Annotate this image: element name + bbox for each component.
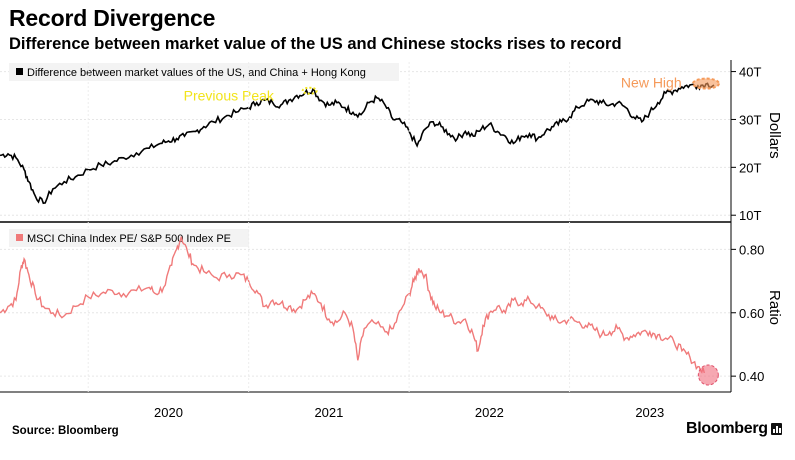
bottom-ytick-label: 0.40 bbox=[739, 369, 764, 384]
chart-title: Record Divergence bbox=[9, 5, 216, 31]
new-high-label: New High bbox=[621, 75, 682, 91]
top-ytick-label: 40T bbox=[739, 65, 761, 80]
bottom-legend-swatch bbox=[16, 234, 23, 241]
top-series-line bbox=[0, 82, 715, 205]
top-ylabel: Dollars bbox=[766, 112, 783, 159]
top-plot-area bbox=[0, 60, 730, 220]
top-ytick-label: 30T bbox=[739, 112, 761, 127]
top-ytick-label: 10T bbox=[739, 208, 761, 223]
bottom-legend-box bbox=[9, 229, 249, 247]
chart-subtitle: Difference between market value of the U… bbox=[9, 35, 622, 53]
top-panel: Difference between market values of the … bbox=[0, 60, 783, 223]
bloomberg-logo: Bloomberg bbox=[686, 420, 768, 437]
xtick-label: 2021 bbox=[314, 405, 343, 420]
source-note: Source: Bloomberg bbox=[12, 425, 119, 437]
xtick-label: 2020 bbox=[154, 405, 183, 420]
top-legend-box bbox=[9, 63, 399, 81]
new-high-marker bbox=[691, 77, 720, 90]
xtick-label: 2022 bbox=[475, 405, 504, 420]
bottom-series-line bbox=[0, 236, 705, 374]
bottom-ytick-label: 0.80 bbox=[739, 242, 764, 257]
bottom-ytick-label: 0.60 bbox=[739, 306, 764, 321]
xtick-label: 2023 bbox=[635, 405, 664, 420]
top-ytick-label: 20T bbox=[739, 160, 761, 175]
top-legend-label: Difference between market values of the … bbox=[27, 67, 366, 79]
current-ratio-highlight bbox=[697, 364, 719, 386]
bottom-ylabel: Ratio bbox=[766, 290, 783, 325]
top-legend-swatch bbox=[16, 68, 23, 75]
previous-peak-marker bbox=[301, 86, 318, 95]
bloomberg-chart-icon bbox=[771, 423, 782, 435]
bottom-legend-label: MSCI China Index PE/ S&P 500 Index PE bbox=[27, 233, 231, 245]
bottom-panel: MSCI China Index PE/ S&P 500 Index PE 0.… bbox=[0, 229, 783, 386]
previous-peak-label: Previous Peak bbox=[184, 88, 275, 104]
